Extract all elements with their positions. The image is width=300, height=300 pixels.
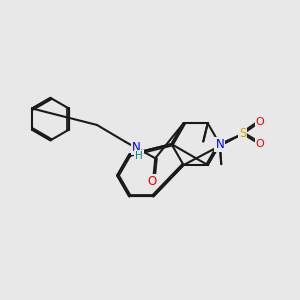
Text: O: O: [256, 139, 264, 149]
Text: S: S: [239, 127, 246, 140]
Text: N: N: [215, 138, 224, 151]
Text: O: O: [147, 175, 156, 188]
Text: H: H: [135, 151, 143, 161]
Text: N: N: [131, 141, 140, 154]
Text: O: O: [256, 117, 264, 127]
